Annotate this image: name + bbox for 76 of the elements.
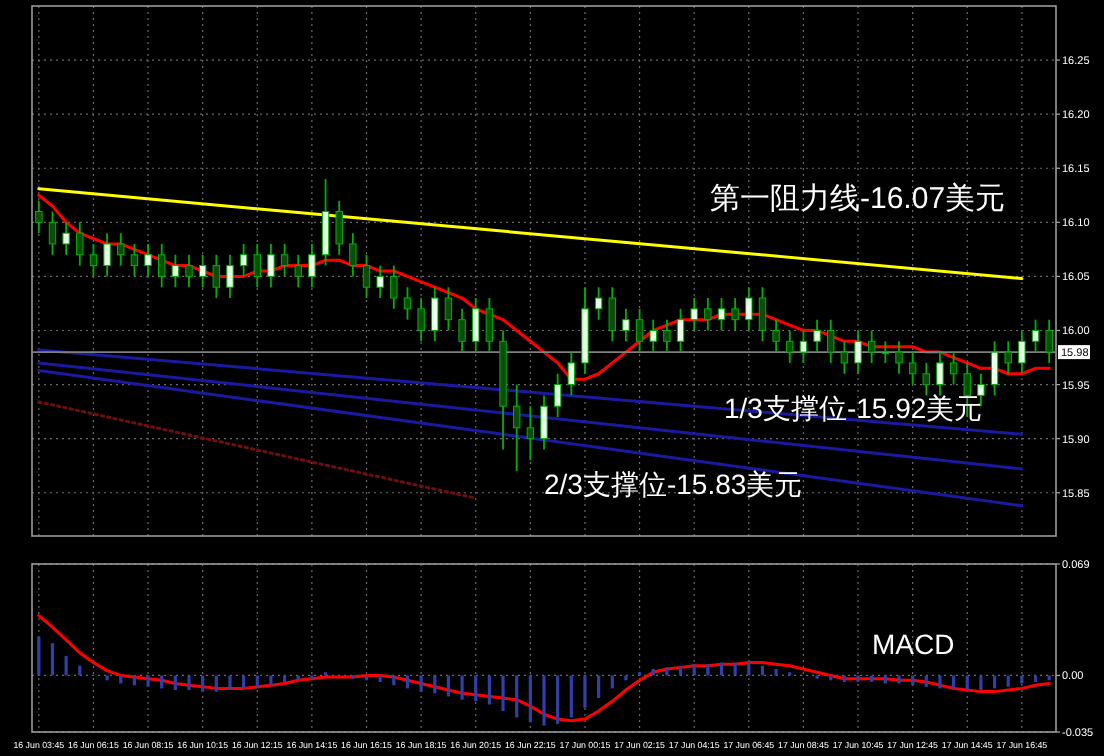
candlestick [799,329,808,364]
candlestick [349,232,357,278]
candlestick [635,307,644,354]
candlestick [267,243,275,289]
candlestick [717,297,726,332]
candlestick [171,253,180,289]
candlestick [1018,329,1026,375]
candlestick [867,329,876,364]
candlestick [1045,318,1053,364]
candlestick [458,307,466,354]
annotation: 第一阻力线-16.07美元 [710,182,1006,216]
candlestick [308,243,316,289]
candlestick [212,253,221,299]
candlestick [362,253,371,299]
candlestick [936,351,944,397]
candlestick [253,243,261,289]
annotation: MACD [872,628,955,660]
candlestick [472,297,480,354]
candlestick [813,318,821,354]
candlestick [239,243,248,278]
candlestick [854,329,862,375]
candlestick [827,318,835,364]
candlestick [526,405,535,462]
candlestick [772,318,780,354]
candlestick [444,286,453,332]
candlestick [1031,318,1040,354]
candlestick [649,318,657,354]
line-series [37,614,1051,723]
candlestick [280,243,289,278]
candlestick [48,210,57,256]
candlestick [676,307,685,354]
candlestick [608,286,616,343]
candlestick [198,253,207,289]
candlestick [117,232,125,267]
candlestick [990,340,999,397]
candlestick [622,307,630,343]
candlestick [130,243,139,278]
candlestick [922,362,930,397]
candlestick [35,199,43,235]
candlestick [185,253,193,289]
candlestick [840,340,849,375]
candlestick [758,286,767,343]
candlestick [62,221,70,256]
candlestick [294,253,302,289]
candlestick [321,178,330,267]
candlestick [431,286,439,343]
candlestick [158,243,166,289]
candlestick [512,383,521,472]
candlestick [881,340,890,364]
candlestick [1004,340,1012,375]
candlestick [103,232,111,278]
candlestick [977,372,985,408]
candlestick [786,329,794,364]
candlestick [417,297,425,343]
candlestick [144,243,152,278]
candlestick [89,243,98,278]
candlestick [704,297,712,332]
candlestick [540,394,548,451]
candlestick [485,297,494,354]
candlestick [335,199,343,256]
candlestick [731,297,739,332]
candlestick [226,253,234,299]
candlestick [745,286,753,332]
candlestick [949,351,958,386]
candlestick [403,286,412,321]
annotation: 2/3支撑位-15.83美元 [544,468,803,500]
candlestick [76,221,84,267]
candlestick [663,318,671,354]
candlestick [567,351,576,397]
candlestick [594,286,603,321]
candlestick [908,351,917,386]
candlestick [376,264,384,299]
candlestick [390,264,398,310]
candlestick [895,340,903,375]
candlestick [690,297,698,332]
candlestick [553,372,562,418]
